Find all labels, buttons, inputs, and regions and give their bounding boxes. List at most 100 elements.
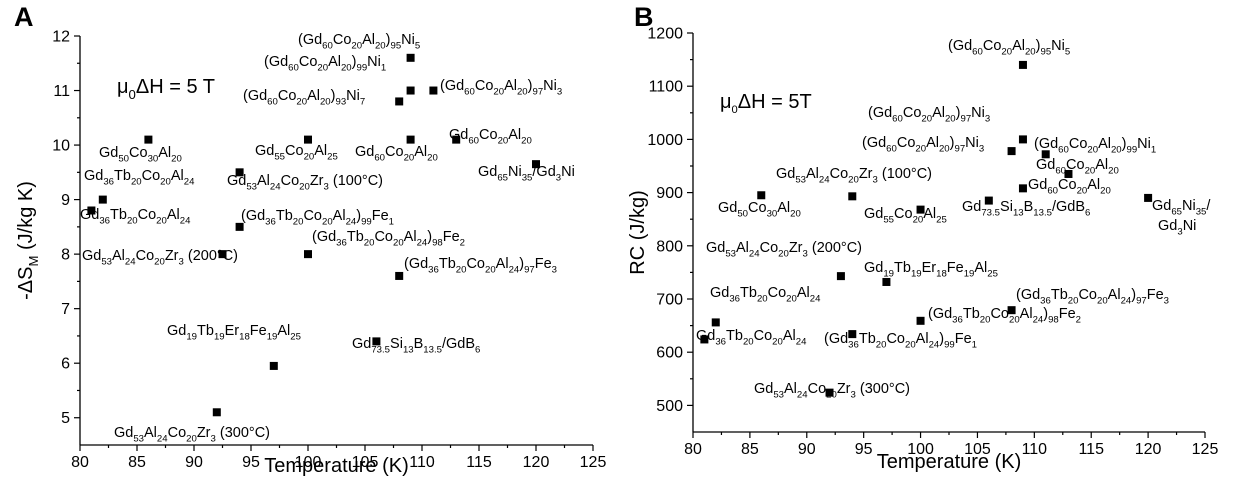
x-tick-label: 95 <box>855 441 873 458</box>
x-tick-label: 85 <box>741 441 759 458</box>
x-tick-label: 120 <box>1135 441 1162 458</box>
y-tick-label: 1000 <box>647 132 683 149</box>
data-point-label: Gd19Tb19Er18Fe19Al25 <box>167 323 301 342</box>
data-point-label: (Gd60Co20Al20)97Ni3 <box>868 105 990 124</box>
data-point-label: (Gd60Co20Al20)99Ni1 <box>1034 136 1156 155</box>
data-point <box>372 337 381 346</box>
data-point-label: (Gd36Tb20Co20Al24)99Fe1 <box>824 331 977 350</box>
y-tick-label: 7 <box>61 301 70 318</box>
data-point <box>916 316 925 325</box>
data-point <box>848 192 857 201</box>
data-point-label: Gd73.5Si13B13.5/GdB6 <box>352 336 480 355</box>
data-point-label: Gd53Al24Co20Zr3 (100°C) <box>227 173 383 192</box>
x-tick-label: 90 <box>185 454 203 471</box>
data-point <box>1018 135 1027 144</box>
x-axis-title: Temperature (K) <box>877 451 1022 473</box>
x-tick-label: 100 <box>907 441 934 458</box>
x-tick-label: 125 <box>580 454 607 471</box>
y-tick-label: 6 <box>61 356 70 373</box>
y-tick-label: 1100 <box>649 79 684 96</box>
data-point-label-line2: Gd3Ni <box>1158 218 1196 237</box>
data-point <box>1064 169 1073 178</box>
data-point-label: Gd53Al24Co20Zr3 (200°C) <box>706 240 862 259</box>
y-tick-label: 11 <box>53 83 70 100</box>
data-point <box>757 191 766 200</box>
y-tick-label: 700 <box>656 292 683 309</box>
data-point <box>304 135 312 144</box>
data-point <box>882 277 891 286</box>
data-point <box>1041 150 1050 159</box>
data-point-label: Gd53Al24Co20Zr3 (200°C) <box>82 248 238 267</box>
data-point <box>269 361 278 370</box>
y-tick-label: 600 <box>656 345 683 362</box>
x-tick-label: 80 <box>684 441 702 458</box>
data-point <box>916 205 925 214</box>
data-point <box>1007 147 1016 156</box>
data-point-label: Gd55Co20Al25 <box>864 206 947 225</box>
data-point <box>1018 60 1027 69</box>
data-point-label: (Gd60Co20Al20)93Ni7 <box>243 88 365 107</box>
data-point-label: Gd50Co30Al20 <box>718 200 801 219</box>
x-tick-label: 115 <box>1078 441 1104 458</box>
data-point-label: (Gd36Tb20Co20Al24)97Fe3 <box>404 256 557 275</box>
data-point-label: Gd53Al24Co20Zr3 (100°C) <box>776 166 932 185</box>
data-point-label: Gd50Co30Al20 <box>99 145 182 164</box>
data-point <box>429 86 438 95</box>
panel-letter: B <box>634 2 654 32</box>
data-point <box>87 206 96 215</box>
data-point <box>395 271 404 280</box>
data-point-label: Gd60Co20Al20 <box>1036 157 1119 176</box>
data-point <box>406 53 415 62</box>
x-tick-label: 95 <box>242 454 260 471</box>
data-point <box>144 135 153 144</box>
data-point <box>304 250 312 259</box>
data-point-label: Gd53Al24Co20Zr3 (300°C) <box>114 425 270 444</box>
x-tick-label: 80 <box>71 454 89 471</box>
field-condition-label: μ0ΔH = 5T <box>720 91 812 116</box>
y-tick-label: 800 <box>656 238 683 255</box>
data-point <box>1018 184 1027 193</box>
panel-b: B 80 85 90 95 100 105 110 115 120 125 500 600 700 800 9… <box>627 2 1218 473</box>
x-tick-label: 120 <box>523 454 550 471</box>
data-point-label: Gd36Tb20Co20Al24 <box>696 328 807 347</box>
data-point-label: (Gd60Co20Al20)95Ni5 <box>298 32 420 51</box>
data-point-label: (Gd36Tb20Co20Al24)97Fe3 <box>1016 287 1169 306</box>
data-point <box>711 318 720 327</box>
data-point-label: Gd55Co20Al25 <box>255 143 338 162</box>
y-tick-label: 9 <box>61 192 70 209</box>
data-point-label: (Gd60Co20Al20)97Ni3 <box>440 78 562 97</box>
data-point-label: (Gd60Co20Al20)99Ni1 <box>264 54 386 73</box>
data-point-label: (Gd60Co20Al20)97Ni3 <box>862 135 984 154</box>
data-point <box>395 97 404 106</box>
y-tick-label: 12 <box>52 29 70 46</box>
x-tick-label: 125 <box>1192 441 1219 458</box>
data-point <box>700 335 709 344</box>
data-point-label: Gd36Tb20Co20Al24 <box>710 285 821 304</box>
x-tick-label: 115 <box>466 454 492 471</box>
x-tick-label: 105 <box>352 454 379 471</box>
y-tick-label: 5 <box>61 410 70 427</box>
data-point-label: Gd36Tb20Co20Al24 <box>84 168 195 187</box>
y-axis-title: -ΔSM (J/kg K) <box>15 181 41 300</box>
x-tick-label: 85 <box>128 454 146 471</box>
data-point <box>836 272 845 281</box>
data-point-label: (Gd36Tb20Co20Al24)99Fe1 <box>241 208 394 227</box>
data-point-label: Gd73.5Si13B13.5/GdB6 <box>962 199 1090 218</box>
data-point-label: (Gd36Tb20Co20Al24)98Fe2 <box>312 229 465 248</box>
data-point <box>532 160 540 169</box>
data-point <box>1007 306 1016 315</box>
y-axis-title: RC (J/kg) <box>627 190 649 274</box>
x-axis-title: Temperature (K) <box>264 455 409 477</box>
x-tick-label: 90 <box>798 441 816 458</box>
data-point <box>984 196 993 205</box>
data-point <box>825 388 834 397</box>
data-point-label: Gd60Co20Al20 <box>449 127 532 146</box>
data-point <box>98 195 107 204</box>
y-tick-label: 10 <box>52 138 70 155</box>
data-point-label: Gd36Tb20Co20Al24 <box>80 207 191 226</box>
data-point-label: Gd60Co20Al20 <box>355 144 438 163</box>
data-point-label: Gd65Ni35/ <box>1152 198 1211 217</box>
data-point <box>452 135 461 144</box>
y-tick-label: 500 <box>656 398 683 415</box>
